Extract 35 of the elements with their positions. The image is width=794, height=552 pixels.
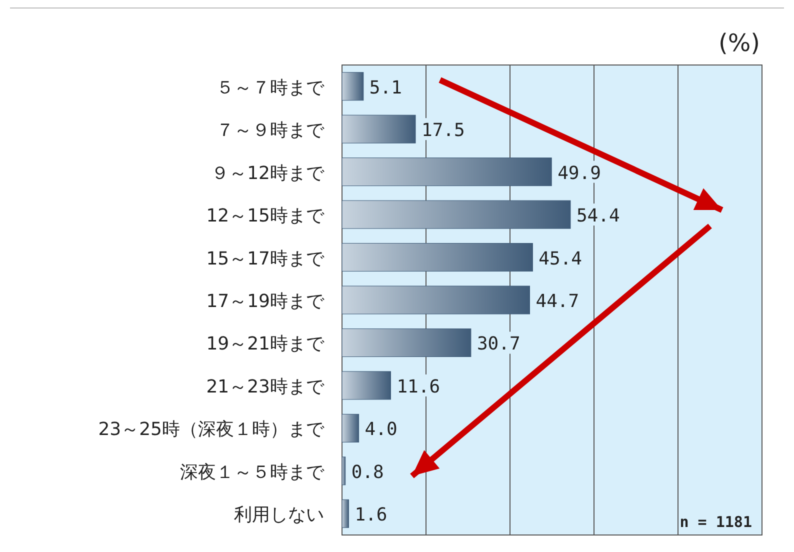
data-label: 11.6 <box>396 376 440 398</box>
bar <box>342 499 349 528</box>
y-tick-label: 利用しない <box>234 504 324 526</box>
y-tick-label: 深夜１～５時まで <box>180 462 325 483</box>
data-label: 30.7 <box>476 334 520 355</box>
data-label: 44.7 <box>536 291 580 312</box>
y-tick-label: ９～12時まで <box>211 162 325 184</box>
bar <box>342 72 364 101</box>
bar <box>342 328 472 357</box>
data-label: 49.9 <box>558 162 601 184</box>
data-label: 1.6 <box>354 504 388 526</box>
y-tick-label: ５～７時まで <box>216 77 325 98</box>
data-label: 5.1 <box>369 77 402 98</box>
x-axis-title: (%) <box>718 29 760 57</box>
bar <box>342 200 571 229</box>
data-label: 45.4 <box>538 248 582 270</box>
y-tick-label: 19～21時まで <box>206 334 325 355</box>
y-tick-label: 12～15時まで <box>206 206 325 227</box>
y-tick-label: ７～９時まで <box>216 120 325 142</box>
y-tick-label: 17～19時まで <box>206 291 325 312</box>
data-label: 4.0 <box>364 419 398 440</box>
bar <box>342 456 346 486</box>
bar <box>342 158 552 186</box>
data-label: 17.5 <box>422 120 465 142</box>
y-tick-label: 23～25時（深夜１時）まで <box>98 419 325 440</box>
data-label: 54.4 <box>576 206 620 227</box>
bar <box>342 243 533 272</box>
bar <box>342 371 391 400</box>
annotation: n = 1181 <box>680 513 752 531</box>
bar <box>342 286 530 314</box>
y-tick-label: 21～23時まで <box>206 376 325 398</box>
y-tick-label: 15～17時まで <box>206 248 325 270</box>
bar <box>342 114 416 144</box>
data-label: 0.8 <box>351 462 384 483</box>
bar <box>342 414 360 442</box>
